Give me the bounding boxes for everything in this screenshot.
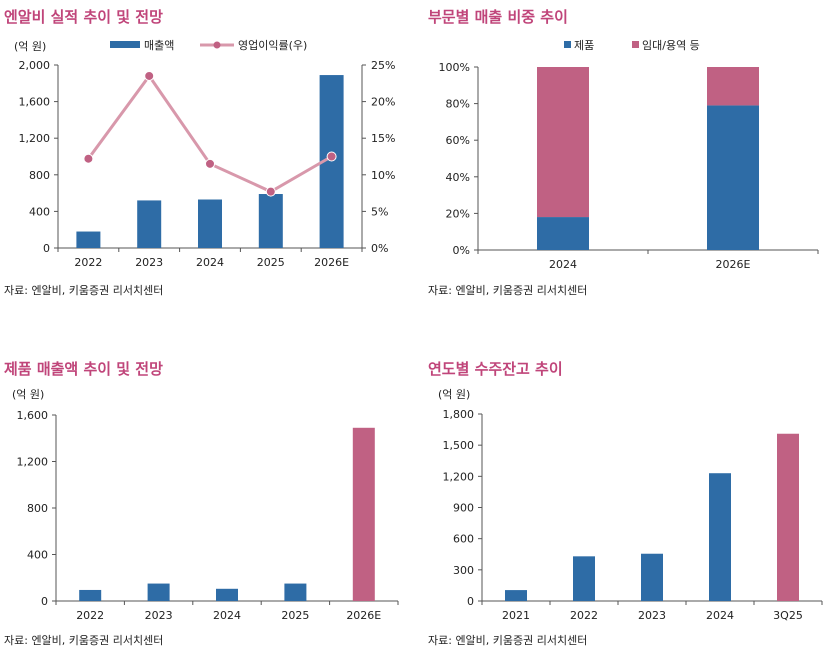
y-tick-label: 0% xyxy=(453,244,470,257)
y-tick-label: 100% xyxy=(439,61,470,74)
x-tick-label: 2025 xyxy=(257,256,285,269)
bar xyxy=(573,556,595,601)
series-line xyxy=(87,73,333,194)
legend-marker-margin xyxy=(213,41,221,49)
y-tick-label: 800 xyxy=(27,502,48,515)
x-tick-label: 2024 xyxy=(213,609,241,622)
y-tick-label: 1,200 xyxy=(19,132,51,145)
x-tick-label: 2022 xyxy=(76,609,104,622)
x-tick-label: 2026E xyxy=(716,258,751,271)
y-tick-label: 20% xyxy=(446,207,470,220)
chart2: 0% 20% 40% 60% 80% 100% 2024 2026E 제품 임대/용역 등 xyxy=(439,39,819,271)
legend-label-service: 임대/용역 등 xyxy=(642,39,700,52)
bar xyxy=(505,590,527,601)
x-tick-label: 3Q25 xyxy=(773,609,803,622)
x-tick-label: 2024 xyxy=(706,609,734,622)
unit-label: (억 원) xyxy=(12,388,44,401)
bar xyxy=(284,583,307,601)
y-tick-label: 300 xyxy=(453,564,474,577)
x-tick-label: 2023 xyxy=(638,609,666,622)
line-point xyxy=(205,158,215,169)
x-tick-label: 2024 xyxy=(196,256,224,269)
chart1-plot: 0 400 800 1,200 1,600 2,000 2022 2023 2024 2025 20… xyxy=(14,39,395,269)
chart4-plot: 0 300 600 900 1,200 1,500 1,800 2021 2022 2023 202… xyxy=(438,388,823,622)
y-tick-label: 0 xyxy=(41,595,48,608)
y2-tick-label: 0% xyxy=(371,242,388,255)
y-tick-label: 1,500 xyxy=(443,439,475,452)
y2-tick-label: 20% xyxy=(371,96,395,109)
y2-tick-label: 25% xyxy=(371,59,395,72)
legend-swatch-product xyxy=(564,41,571,48)
chart2-title: 부문별 매출 비중 추이 xyxy=(428,8,568,26)
chart1: 0 400 800 1,200 1,600 2,000 2022 2023 2024 2025 20… xyxy=(14,39,395,269)
chart1-title: 엔알비 실적 추이 및 전망 xyxy=(4,8,163,26)
line-point xyxy=(326,151,337,162)
chart3-title: 제품 매출액 추이 및 전망 xyxy=(4,360,163,378)
y2-tick-label: 10% xyxy=(371,169,395,182)
x-tick-label: 2024 xyxy=(549,258,577,271)
chart2-plot: 0% 20% 40% 60% 80% 100% 2024 2026E 제품 임대/용역 등 xyxy=(439,39,819,271)
bar xyxy=(79,589,102,601)
chart4-source: 자료: 엔알비, 키움증권 리서치센터 xyxy=(428,634,588,647)
chart3: 0 400 800 1,200 1,600 2022 2023 2024 2025 2026E (억… xyxy=(12,388,399,622)
unit-label: (억 원) xyxy=(438,388,470,401)
line-point xyxy=(265,186,276,197)
y-tick-label: 40% xyxy=(446,171,470,184)
y-tick-label: 80% xyxy=(446,98,470,111)
y-tick-label: 1,600 xyxy=(17,409,49,422)
bar xyxy=(216,588,238,601)
legend-label-sales: 매출액 xyxy=(144,39,174,52)
bar xyxy=(76,231,101,248)
bar-segment xyxy=(537,217,589,250)
x-tick-label: 2026E xyxy=(314,256,349,269)
x-tick-label: 2026E xyxy=(346,609,381,622)
y-tick-label: 400 xyxy=(27,549,48,562)
chart2-source: 자료: 엔알비, 키움증권 리서치센터 xyxy=(428,284,588,297)
chart3-plot: 0 400 800 1,200 1,600 2022 2023 2024 2025 2026E (억… xyxy=(12,388,399,622)
line-point xyxy=(83,153,94,164)
chart3-source: 자료: 엔알비, 키움증권 리서치센터 xyxy=(4,634,164,647)
y-tick-label: 400 xyxy=(29,205,50,218)
legend-swatch-service xyxy=(632,41,639,48)
bar xyxy=(641,553,663,601)
y-tick-label: 2,000 xyxy=(19,59,51,72)
x-tick-label: 2025 xyxy=(281,609,309,622)
bar xyxy=(258,194,283,248)
y-tick-label: 1,600 xyxy=(19,96,51,109)
y-tick-label: 600 xyxy=(453,533,474,546)
chart4: 0 300 600 900 1,200 1,500 1,800 2021 2022 2023 202… xyxy=(438,388,823,622)
legend-label-product: 제품 xyxy=(574,39,594,52)
bar-segment xyxy=(537,67,589,218)
x-tick-label: 2023 xyxy=(135,256,163,269)
y2-tick-label: 15% xyxy=(371,132,395,145)
x-tick-label: 2022 xyxy=(74,256,102,269)
bar xyxy=(352,427,375,601)
y-tick-label: 1,200 xyxy=(443,470,475,483)
legend-label-margin: 영업이익률(우) xyxy=(238,39,307,52)
x-tick-label: 2022 xyxy=(570,609,598,622)
x-tick-label: 2023 xyxy=(145,609,173,622)
chart1-source: 자료: 엔알비, 키움증권 리서치센터 xyxy=(4,284,164,297)
bar xyxy=(137,200,162,248)
y-tick-label: 800 xyxy=(29,169,50,182)
bar-segment xyxy=(707,67,759,106)
y-tick-label: 60% xyxy=(446,134,470,147)
bar xyxy=(198,199,222,248)
bar xyxy=(777,433,799,601)
y-tick-label: 900 xyxy=(453,502,474,515)
y-tick-label: 0 xyxy=(467,595,474,608)
bar xyxy=(709,473,731,601)
y-tick-label: 1,200 xyxy=(17,456,49,469)
y-tick-label: 0 xyxy=(43,242,50,255)
x-tick-label: 2021 xyxy=(502,609,530,622)
chart4-title: 연도별 수주잔고 추이 xyxy=(428,360,563,378)
legend-swatch-sales xyxy=(110,41,140,48)
y2-tick-label: 5% xyxy=(371,205,388,218)
bar xyxy=(147,583,170,601)
line-point xyxy=(144,70,155,81)
bar-segment xyxy=(707,105,759,251)
unit-label: (억 원) xyxy=(14,40,46,53)
y-tick-label: 1,800 xyxy=(443,408,475,421)
